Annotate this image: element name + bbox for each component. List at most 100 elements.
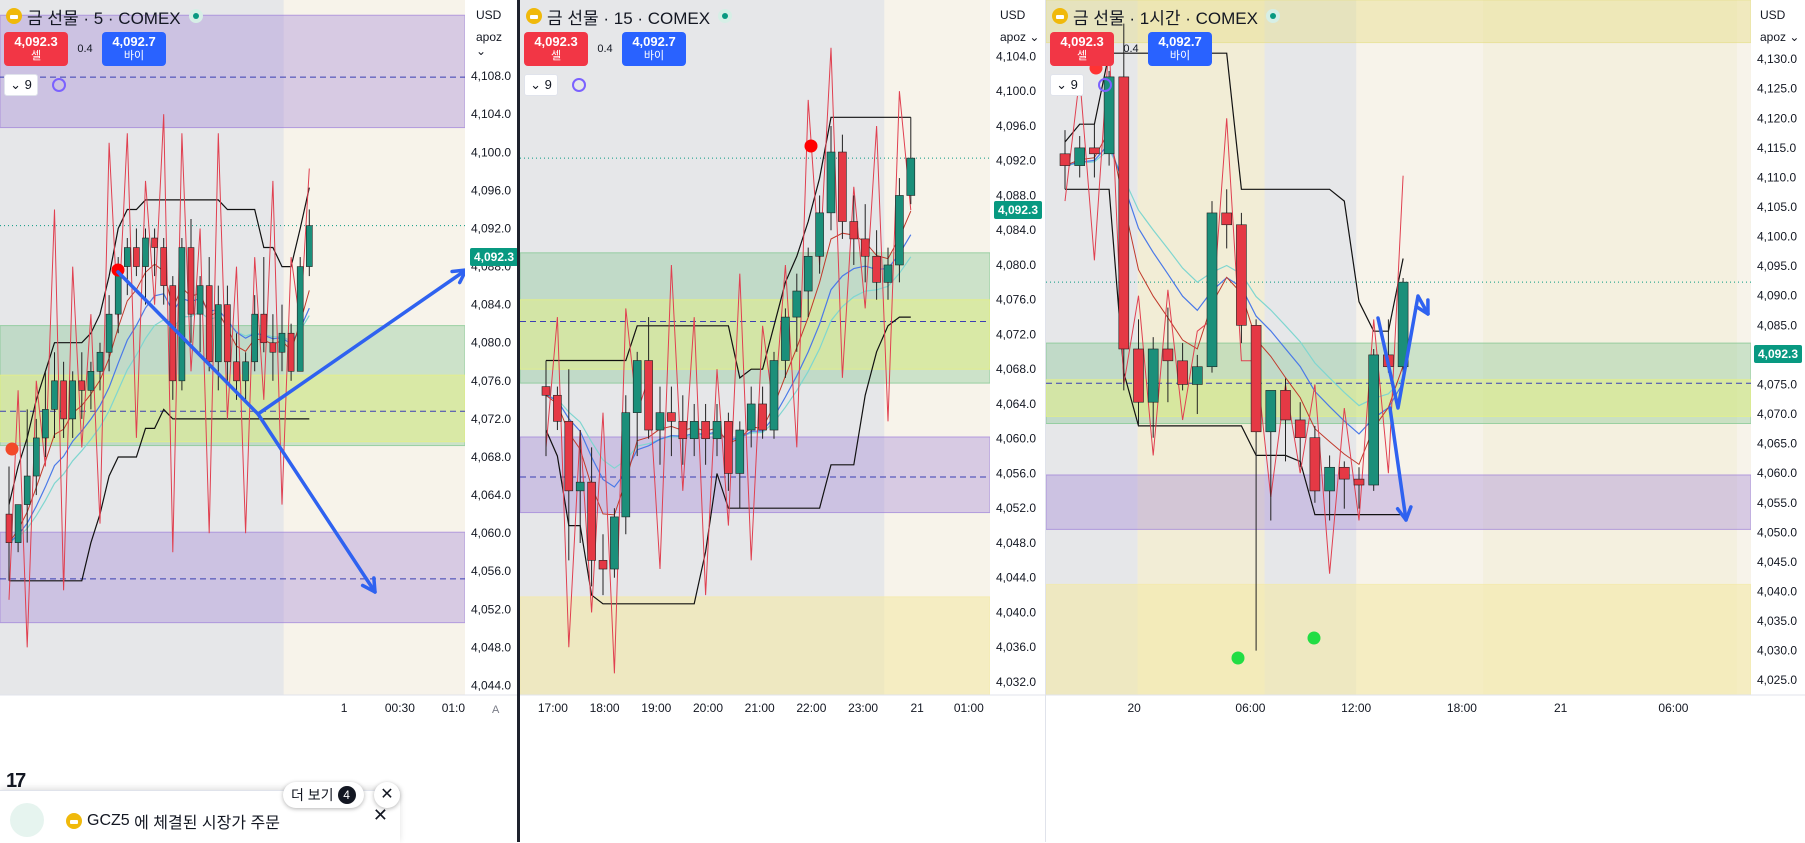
candle-body bbox=[712, 421, 722, 440]
sync-icon[interactable] bbox=[52, 78, 66, 92]
sell-button[interactable]: 4,092.3 셀 bbox=[4, 32, 68, 66]
price-tick-label: 4,060.0 bbox=[471, 526, 511, 540]
price-tick-label: 4,110.0 bbox=[1757, 170, 1796, 184]
symbol-title: 금 선물 · 1시간 · COMEX bbox=[1073, 8, 1258, 28]
symbol-title: 금 선물 · 15 · COMEX bbox=[547, 8, 711, 28]
time-tick-label: 18:00 bbox=[590, 701, 620, 715]
candle-body bbox=[224, 304, 231, 363]
candle-body bbox=[187, 247, 195, 315]
price-tick-label: 4,048.0 bbox=[996, 536, 1036, 550]
price-tick-label: 4,030.0 bbox=[1757, 644, 1797, 658]
candle-body bbox=[746, 403, 756, 431]
symbol-header[interactable]: 금 선물 · 15 · COMEX bbox=[526, 4, 733, 28]
candle-body bbox=[575, 481, 585, 492]
candle-body bbox=[1324, 466, 1335, 492]
market-open-icon bbox=[1265, 9, 1280, 23]
close-icon[interactable]: ✕ bbox=[372, 805, 388, 825]
dismiss-all-icon[interactable]: ✕ bbox=[374, 782, 400, 808]
buy-button[interactable]: 4,092.7 바이 bbox=[622, 32, 686, 66]
panel-divider[interactable] bbox=[1045, 0, 1046, 842]
last-price-tag: 4,092.3 bbox=[470, 248, 517, 266]
time-tick-label: 01:00 bbox=[954, 701, 984, 715]
candle-body bbox=[541, 386, 551, 396]
chart-panel-15min[interactable]: 4,104.0 4,100.0 4,096.0 4,092.0 4,088.0 4,084… bbox=[520, 0, 1045, 842]
price-tick-label: 4,050.0 bbox=[1757, 525, 1797, 539]
candle-body bbox=[1221, 212, 1232, 226]
buy-button[interactable]: 4,092.7 바이 bbox=[102, 32, 166, 66]
price-tick-label: 4,115.0 bbox=[1757, 141, 1796, 155]
candle-body bbox=[1147, 348, 1159, 403]
price-zone bbox=[0, 14, 466, 129]
price-tick-label: 4,064.0 bbox=[996, 397, 1036, 411]
time-tick-label: 12:00 bbox=[1341, 701, 1371, 715]
candle-body bbox=[260, 313, 268, 344]
chart-panel-5min[interactable]: 4,108.0 4,104.0 4,100.0 4,096.0 4,092.0 4,088… bbox=[0, 0, 517, 842]
candle-body bbox=[701, 421, 710, 440]
sync-icon[interactable] bbox=[1098, 78, 1112, 92]
show-more-button[interactable]: 더 보기 4 bbox=[283, 782, 364, 808]
session-shade bbox=[1264, 0, 1357, 695]
candle-body bbox=[142, 237, 149, 267]
currency-select[interactable]: USD bbox=[1756, 6, 1790, 24]
candle-body bbox=[587, 481, 596, 561]
auto-scale-button[interactable]: A bbox=[488, 702, 504, 718]
order-status-icon bbox=[10, 803, 44, 837]
candle-body bbox=[96, 351, 104, 372]
chart-canvas[interactable]: 4,108.04,104.04,100.04,096.04,092.04,088… bbox=[0, 0, 517, 842]
gold-icon bbox=[6, 8, 22, 24]
drawn-arrow bbox=[256, 412, 377, 594]
candle-body bbox=[14, 504, 22, 543]
price-tick-label: 4,104.0 bbox=[471, 107, 511, 121]
price-zone bbox=[520, 252, 991, 384]
legend-toggle[interactable]: ⌄ 9 bbox=[4, 74, 38, 96]
sync-icon[interactable] bbox=[572, 78, 586, 92]
candle-body bbox=[151, 237, 158, 248]
candle-body bbox=[160, 247, 167, 286]
price-tick-label: 4,064.0 bbox=[471, 488, 511, 502]
price-tick-label: 4,035.0 bbox=[1757, 614, 1797, 628]
chart-panel-1h[interactable]: 4,130.0 4,125.0 4,120.0 4,115.0 4,110.0 4,105… bbox=[1046, 0, 1805, 842]
bollinger-lower-line bbox=[545, 316, 911, 605]
price-tick-label: 4,072.0 bbox=[471, 412, 511, 426]
candle-body bbox=[689, 421, 699, 440]
candle-body bbox=[815, 212, 824, 257]
scale-mode-select[interactable]: apoz ⌄ bbox=[1756, 28, 1804, 46]
panel-divider[interactable] bbox=[517, 0, 520, 842]
candle-body bbox=[758, 403, 767, 431]
candle-body bbox=[296, 266, 304, 372]
legend-toggle[interactable]: ⌄ 9 bbox=[1050, 74, 1084, 96]
candle-body bbox=[242, 361, 249, 382]
buy-button[interactable]: 4,092.7 바이 bbox=[1148, 32, 1212, 66]
price-tick-label: 4,044.0 bbox=[996, 571, 1036, 585]
currency-select[interactable]: USD bbox=[472, 6, 506, 24]
candle-body bbox=[1162, 348, 1174, 362]
trade-buttons: 4,092.3 셀 0.4 4,092.7 바이 bbox=[524, 32, 686, 66]
chart-canvas[interactable]: 4,104.0 4,100.0 4,096.0 4,092.0 4,088.0 4,084… bbox=[520, 0, 1045, 842]
scale-mode-select[interactable]: apoz ⌄ bbox=[472, 28, 517, 60]
signal-dot bbox=[5, 442, 19, 456]
price-zone bbox=[0, 531, 466, 624]
legend-toggle[interactable]: ⌄ 9 bbox=[524, 74, 558, 96]
indicator-legend: ⌄ 9 bbox=[4, 74, 66, 96]
price-tick-label: 4,056.0 bbox=[471, 564, 511, 578]
bollinger-upper-line bbox=[546, 116, 911, 379]
price-tick-label: 4,084.0 bbox=[471, 298, 511, 312]
candle-body bbox=[895, 195, 904, 266]
price-tick-label: 4,076.0 bbox=[996, 293, 1036, 307]
sell-button[interactable]: 4,092.3 셀 bbox=[524, 32, 588, 66]
price-tick-label: 4,052.0 bbox=[471, 602, 511, 616]
time-tick-label: 00:30 bbox=[385, 701, 415, 715]
scale-mode-select[interactable]: apoz ⌄ bbox=[996, 28, 1044, 46]
sell-button[interactable]: 4,092.3 셀 bbox=[1050, 32, 1114, 66]
chart-canvas[interactable]: 4,130.0 4,125.0 4,120.0 4,115.0 4,110.0 4,105… bbox=[1046, 0, 1805, 842]
price-tick-label: 4,070.0 bbox=[1757, 407, 1797, 421]
candle-body bbox=[169, 285, 177, 382]
candle-body bbox=[1265, 390, 1277, 433]
candle-body bbox=[667, 412, 676, 422]
time-axis bbox=[520, 695, 1045, 725]
candle-body bbox=[133, 247, 140, 267]
symbol-header[interactable]: 금 선물 · 5 · COMEX bbox=[6, 4, 203, 28]
currency-select[interactable]: USD bbox=[996, 6, 1030, 24]
symbol-header[interactable]: 금 선물 · 1시간 · COMEX bbox=[1052, 4, 1280, 28]
candle-body bbox=[1059, 153, 1071, 166]
